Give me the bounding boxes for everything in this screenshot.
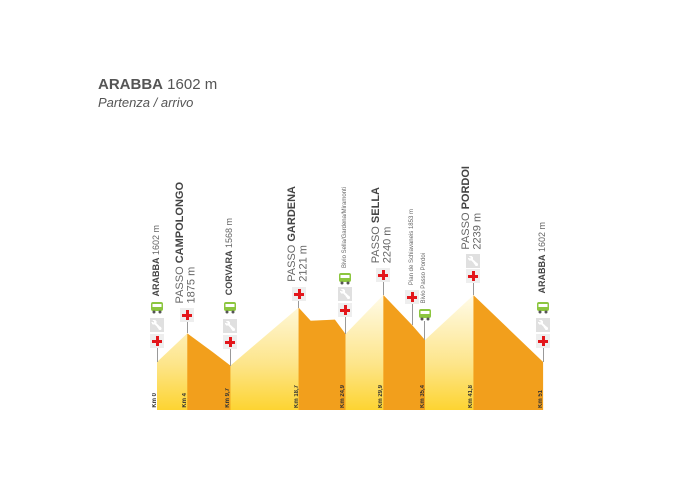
- waypoint-prefix: PASSO: [285, 241, 298, 282]
- waypoint-title: Pian de Schiavaneis 1853 m: [408, 208, 415, 285]
- waypoint-title: PORDOI: [460, 166, 473, 210]
- start-town: ARABBA: [98, 76, 163, 93]
- descent-area: [473, 295, 544, 410]
- marker-pole: [411, 304, 413, 326]
- waypoint-title: CAMPOLONGO: [174, 181, 187, 263]
- waypoint-name: PASSO SELLA: [370, 187, 382, 263]
- waypoint-title: SELLA: [370, 186, 383, 223]
- waypoint-label: Bivio Passo Pordoi: [421, 253, 427, 303]
- waypoint-title: GARDENA: [285, 186, 298, 242]
- waypoint-label: Bivio Sella/Gardena/Miramonti: [342, 187, 348, 268]
- waypoint-name: CORVARA: [224, 250, 234, 295]
- marker-pole: [186, 322, 188, 334]
- km-label: Km 24,9: [340, 384, 347, 408]
- bus-icon: [536, 300, 550, 314]
- bus-icon: [418, 307, 432, 321]
- waypoint-label: ARABBA 1602 m: [151, 225, 161, 297]
- start-title: ARABBA 1602 m: [98, 76, 217, 93]
- km-label: Km 41,8: [468, 384, 475, 408]
- marker-pole: [472, 283, 474, 296]
- waypoint-label: PASSO SELLA 2240 m: [370, 187, 394, 263]
- marker-pole: [424, 321, 426, 340]
- waypoint-title: CORVARA: [224, 250, 235, 295]
- wrench-service-icon: 🔧: [338, 287, 353, 301]
- first-aid-cross-icon: [223, 335, 238, 349]
- km-label: Km 29,9: [378, 384, 385, 408]
- wrench-service-icon: 🔧: [223, 319, 238, 333]
- km-label: Km 4: [182, 393, 189, 408]
- waypoint-title: Bivio Passo Pordoi: [421, 252, 428, 303]
- ascent-area: [157, 295, 544, 410]
- waypoint-name: PASSO CAMPOLONGO: [174, 182, 186, 303]
- km-label: Km 9,7: [225, 388, 232, 408]
- waypoint-name: Bivio Passo Pordoi: [421, 253, 427, 303]
- first-aid-cross-icon: [150, 334, 164, 348]
- waypoint-name: Pian de Schiavaneis 1853 m: [409, 209, 415, 285]
- bus-icon: [150, 300, 164, 314]
- waypoint-name: PASSO GARDENA: [286, 186, 298, 282]
- waypoint-label: CORVARA 1568 m: [224, 217, 235, 295]
- waypoint-name: ARABBA: [537, 255, 547, 294]
- wrench-service-icon: 🔧: [466, 254, 481, 268]
- km-label: Km 35,4: [419, 384, 426, 408]
- waypoint-prefix: PASSO: [174, 262, 187, 303]
- descent-area: [187, 333, 231, 410]
- descent-area: [298, 307, 346, 410]
- first-aid-cross-icon: [180, 308, 195, 322]
- first-aid-cross-icon: [466, 269, 481, 283]
- waypoint-name: Bivio Sella/Gardena/Miramonti: [342, 187, 348, 268]
- km-label: Km 18,7: [293, 384, 300, 408]
- km-label: Km 0: [152, 393, 158, 408]
- marker-pole: [298, 301, 300, 308]
- waypoint-prefix: PASSO: [370, 222, 383, 263]
- bus-icon: [223, 300, 237, 314]
- first-aid-cross-icon: [291, 287, 306, 301]
- wrench-service-icon: 🔧: [150, 318, 164, 332]
- waypoint-elevation: 1568 m: [224, 217, 235, 248]
- waypoint-title: ARABBA: [537, 255, 548, 294]
- marker-pole: [156, 348, 158, 362]
- first-aid-cross-icon: [338, 303, 353, 317]
- wrench-service-icon: 🔧: [536, 318, 551, 332]
- first-aid-cross-icon: [536, 334, 551, 348]
- waypoint-elevation: 1602 m: [151, 225, 161, 256]
- waypoint-elevation: 1602 m: [537, 222, 548, 253]
- waypoint-label: PASSO CAMPOLONGO 1875 m: [174, 182, 198, 303]
- waypoint-name: ARABBA: [151, 258, 161, 297]
- descent-area: [383, 295, 425, 410]
- km-label: Km 51: [538, 389, 545, 408]
- bus-icon: [338, 271, 352, 285]
- waypoint-label: Pian de Schiavaneis 1853 m: [409, 209, 415, 285]
- start-elevation: 1602 m: [167, 76, 218, 93]
- waypoint-label: ARABBA 1602 m: [537, 222, 548, 294]
- marker-pole: [542, 348, 544, 362]
- waypoint-elevation: 2121 m: [297, 245, 310, 282]
- waypoint-elevation: 2239 m: [471, 213, 484, 250]
- first-aid-cross-icon: [405, 290, 420, 304]
- waypoint-elevation: 2240 m: [381, 226, 394, 263]
- waypoint-label: PASSO PORDOI 2239 m: [460, 166, 484, 250]
- start-subtitle: Partenza / arrivo: [98, 95, 194, 110]
- marker-pole: [344, 317, 346, 334]
- waypoint-title: Bivio Sella/Gardena/Miramonti: [341, 186, 348, 268]
- waypoint-title: ARABBA: [151, 258, 161, 297]
- first-aid-cross-icon: [376, 268, 391, 282]
- waypoint-elevation: 1875 m: [185, 266, 198, 303]
- waypoint-label: PASSO GARDENA 2121 m: [286, 186, 310, 282]
- marker-pole: [382, 282, 384, 295]
- marker-pole: [229, 349, 231, 366]
